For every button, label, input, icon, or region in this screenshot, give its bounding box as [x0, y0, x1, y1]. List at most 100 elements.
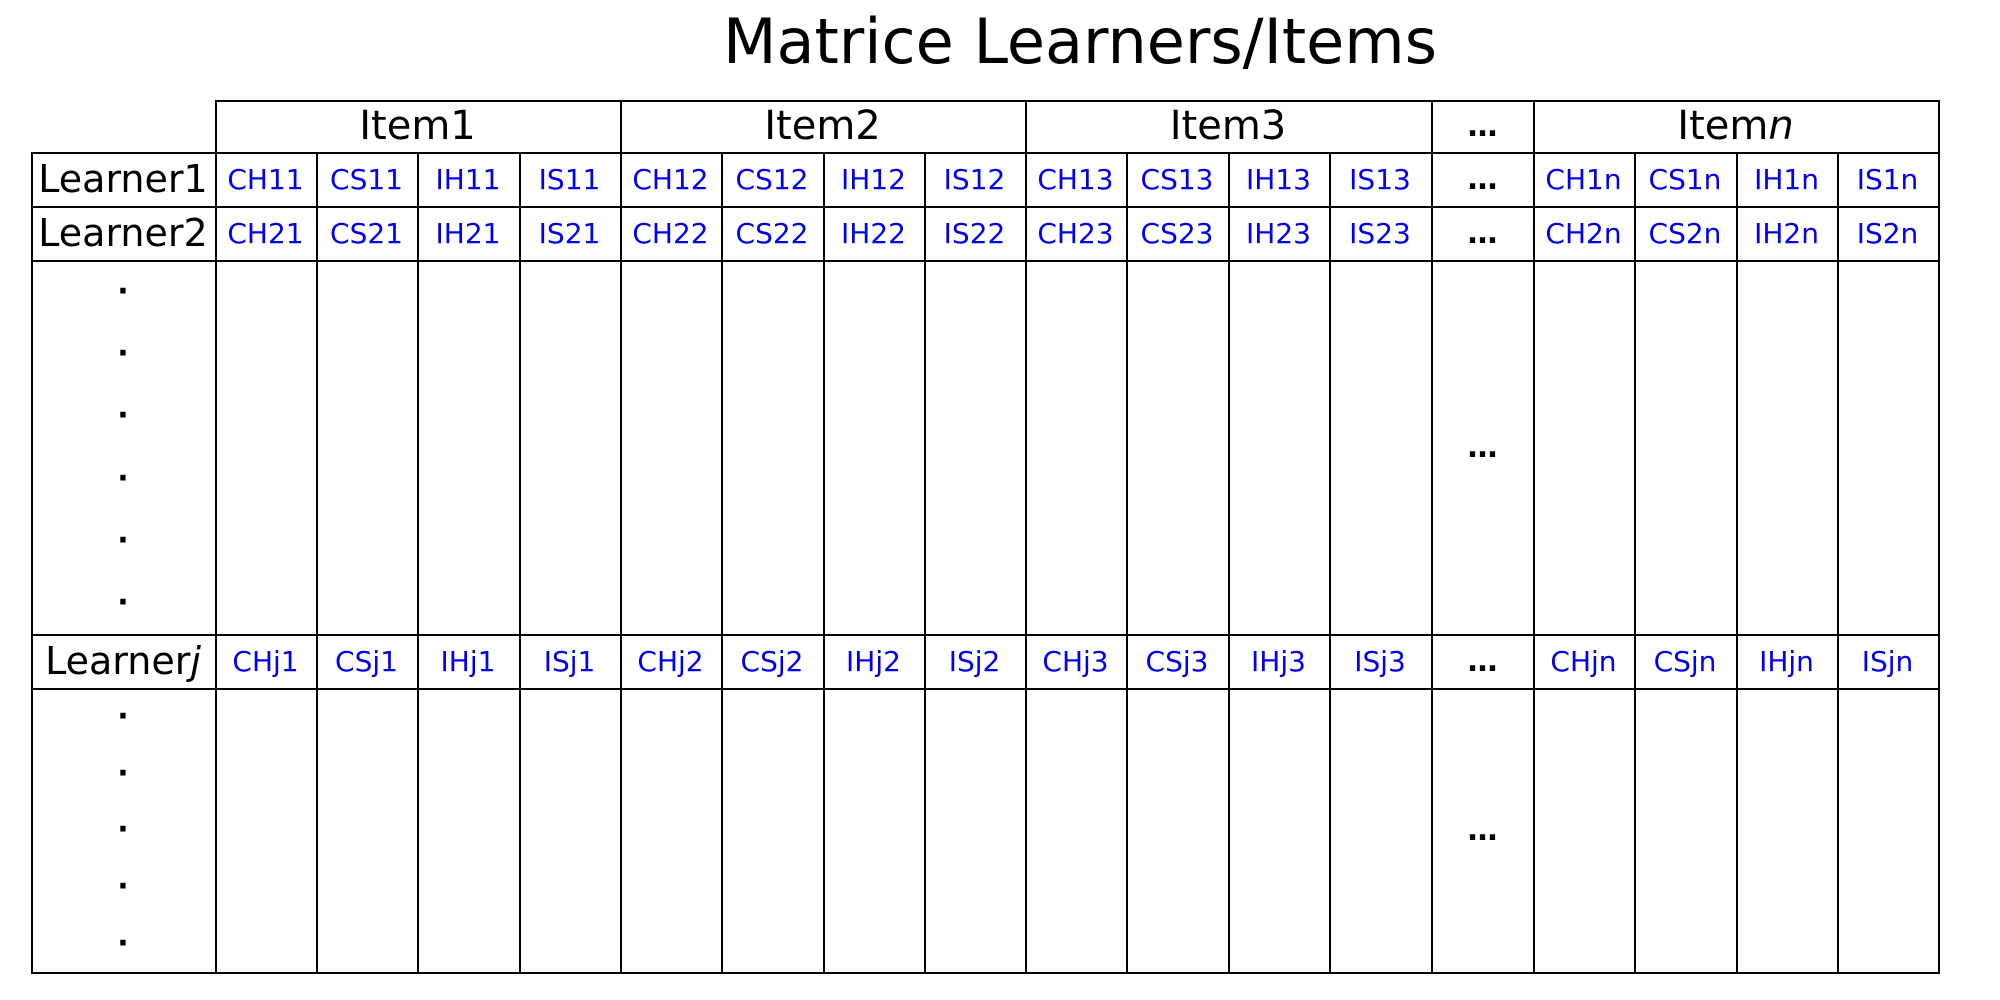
matrix-cell: CH2n	[1545, 216, 1622, 250]
grid-line-vertical	[1126, 152, 1128, 974]
matrix-cell: IH12	[841, 162, 906, 196]
grid-line-vertical	[924, 152, 926, 974]
matrix-cell: IS21	[538, 216, 601, 250]
grid-line-vertical	[1634, 152, 1636, 974]
matrix-cell: CHj3	[1042, 644, 1109, 678]
matrix-cell: IHj3	[1251, 644, 1306, 678]
vertical-dot: ·	[117, 335, 129, 371]
vertical-dot: ·	[117, 755, 129, 791]
vertical-dot: ·	[117, 926, 129, 962]
item-header-label: …	[1467, 108, 1498, 144]
grid-line-vertical	[1431, 100, 1433, 974]
grid-line-left	[31, 152, 33, 974]
grid-line-vertical	[1837, 152, 1839, 974]
gap-ellipsis: …	[1467, 812, 1498, 848]
matrix-title: Matrice Learners/Items	[723, 5, 1437, 78]
item-header: Item1	[215, 100, 620, 152]
grid-line-vertical	[1938, 100, 1940, 974]
item-header-label: Item3	[1169, 103, 1287, 149]
matrix-cell: CSj2	[740, 644, 804, 678]
vertical-dot: ·	[117, 522, 129, 558]
grid-line-vertical	[215, 100, 217, 974]
grid-line-vertical	[1736, 152, 1738, 974]
grid-line-horizontal	[31, 152, 1940, 154]
item-header: Item2	[620, 100, 1025, 152]
learner-name: Learner2	[38, 211, 208, 255]
matrix-cell: IH2n	[1754, 216, 1819, 250]
grid-line-vertical	[721, 152, 723, 974]
learner-index: j	[190, 639, 201, 683]
matrix-cell: IS1n	[1856, 162, 1919, 196]
matrix-cell: IHjn	[1759, 644, 1814, 678]
vertical-dot: ·	[117, 812, 129, 848]
item-header: Item n	[1533, 100, 1938, 152]
item-header-label: Item2	[764, 103, 881, 149]
vertical-dot: ·	[117, 698, 129, 734]
row-ellipsis: …	[1467, 161, 1498, 197]
grid-line-horizontal	[31, 634, 1940, 636]
matrix-cell: CS11	[330, 162, 403, 196]
grid-line-vertical	[1329, 152, 1331, 974]
learner-name: Learner1	[38, 157, 208, 201]
matrix-cell: ISj1	[543, 644, 596, 678]
matrix-cell: IH22	[841, 216, 906, 250]
matrix-cell: CSj3	[1145, 644, 1209, 678]
matrix-cell: CS23	[1140, 216, 1214, 250]
matrix-cell: CSj1	[335, 644, 398, 678]
matrix-cell: IS11	[538, 162, 601, 196]
vertical-dot: ·	[117, 585, 129, 621]
row-ellipsis: …	[1467, 643, 1498, 679]
vertical-dot: ·	[117, 398, 129, 434]
matrix-cell: IH11	[435, 162, 501, 196]
grid-line-horizontal	[31, 260, 1940, 262]
matrix-cell: CS12	[735, 162, 809, 196]
matrix-cell: CS21	[330, 216, 403, 250]
grid-line-vertical	[1228, 152, 1230, 974]
matrix-cell: IH13	[1246, 162, 1311, 196]
matrix-cell: CSjn	[1653, 644, 1717, 678]
matrix-cell: ISj3	[1354, 644, 1406, 678]
matrix-cell: CS1n	[1648, 162, 1722, 196]
header-ellipsis: …	[1431, 100, 1533, 152]
matrix-cell: IS22	[943, 216, 1006, 250]
matrix-cell: IH23	[1246, 216, 1311, 250]
matrix-cell: ISjn	[1861, 644, 1914, 678]
matrix-cell: IS23	[1349, 216, 1411, 250]
matrix-cell: IS12	[943, 162, 1006, 196]
learner-name: Learner	[45, 639, 191, 683]
item-header-label: Item	[1677, 103, 1769, 149]
learner-row-label: Learner j	[31, 634, 215, 688]
grid-line-top	[215, 100, 1940, 102]
matrix-cell: ISj2	[948, 644, 1001, 678]
matrix-cell: IS2n	[1856, 216, 1919, 250]
matrix-cell: IS13	[1349, 162, 1411, 196]
matrix-cell: IHj2	[846, 644, 901, 678]
gap-ellipsis: …	[1467, 429, 1498, 465]
grid-line-vertical	[519, 152, 521, 974]
grid-line-vertical	[316, 152, 318, 974]
vertical-dot: ·	[117, 273, 129, 309]
item-header-label: Item1	[359, 103, 476, 149]
matrix-cell: CS22	[735, 216, 809, 250]
grid-line-vertical	[1533, 100, 1535, 974]
grid-line-vertical	[620, 100, 622, 974]
vertical-dot: ·	[117, 869, 129, 905]
learner-row-label: Learner2	[31, 206, 215, 260]
matrix-cell: CH1n	[1545, 162, 1622, 196]
grid-line-vertical	[417, 152, 419, 974]
matrix-cell: CH21	[227, 216, 304, 250]
item-header-index: n	[1768, 103, 1794, 149]
grid-line-horizontal	[31, 688, 1940, 690]
item-header: Item3	[1025, 100, 1431, 152]
row-ellipsis: …	[1467, 215, 1498, 251]
matrix-cell: CH22	[632, 216, 709, 250]
matrix-cell: CH23	[1037, 216, 1114, 250]
matrix-cell: IH1n	[1754, 162, 1819, 196]
grid-line-horizontal	[31, 972, 1940, 974]
matrix-cell: IH21	[435, 216, 501, 250]
grid-line-horizontal	[31, 206, 1940, 208]
matrix-cell: CS13	[1140, 162, 1214, 196]
matrix-cell: CH11	[227, 162, 304, 196]
matrix-cell: CH13	[1037, 162, 1114, 196]
